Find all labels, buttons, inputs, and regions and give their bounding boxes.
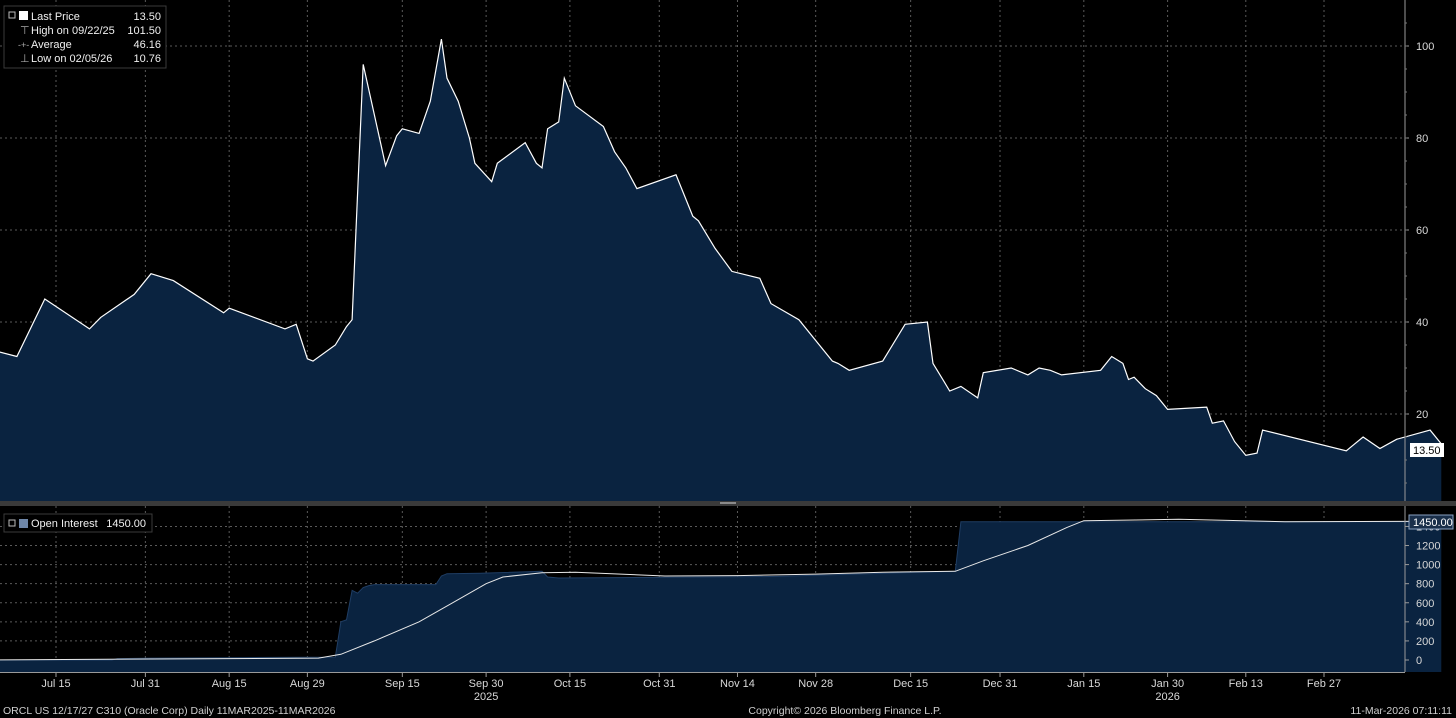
legend-average-label: Average <box>31 39 72 51</box>
legend-last-price-value: 13.50 <box>133 11 161 23</box>
x-tick-label: Jul 15 <box>41 678 70 690</box>
open-interest-line <box>0 521 1442 661</box>
oi-legend-box <box>3 513 153 533</box>
legend-high-value: 101.50 <box>127 25 161 37</box>
price-y-tick-label: 100 <box>1416 41 1434 53</box>
oi-tag-box <box>1408 514 1454 530</box>
oi-collapse-icon[interactable] <box>8 519 16 527</box>
low-marker-icon: ⊥ <box>20 53 30 65</box>
footer-copyright: Copyright© 2026 Bloomberg Finance L.P. <box>748 705 941 717</box>
footer-security-description: ORCL US 12/17/27 C310 (Oracle Corp) Dail… <box>3 705 336 717</box>
x-year-label: 2025 <box>474 691 498 703</box>
oi-y-tick-label: 200 <box>1416 636 1434 648</box>
oi-y-tick-label: 800 <box>1416 579 1434 591</box>
x-tick-label: Oct 15 <box>554 678 586 690</box>
average-marker-icon: -+- <box>18 40 29 50</box>
x-tick-label: Aug 29 <box>290 678 325 690</box>
price-line <box>0 38 1442 457</box>
price-legend[interactable]: Last Price 13.50 ⊤ High on 09/22/25 101.… <box>3 5 167 69</box>
legend-low-value: 10.76 <box>133 53 161 65</box>
oi-y-tick-label: 600 <box>1416 598 1434 610</box>
x-tick-label: Nov 14 <box>720 678 755 690</box>
price-tag-box <box>1410 443 1444 457</box>
x-year-label: 2026 <box>1155 691 1179 703</box>
collapse-icon[interactable] <box>8 11 16 19</box>
oi-y-tick-label: 1200 <box>1416 541 1440 553</box>
open-interest-average-line <box>0 518 1442 661</box>
x-tick-label: Aug 15 <box>212 678 247 690</box>
panel-divider-handle[interactable] <box>720 502 736 504</box>
price-y-ticks: 20 40 60 80 100 <box>1405 22 1434 484</box>
x-tick-label: Feb 27 <box>1307 678 1341 690</box>
oi-tag-text: 1450.00 <box>1413 517 1453 529</box>
x-tick-label: Sep 30 <box>469 678 504 690</box>
legend-open-interest-value: 1450.00 <box>106 518 146 530</box>
price-area <box>0 39 1442 501</box>
legend-open-interest-label: Open Interest <box>31 518 98 530</box>
oi-y-tick-label: 400 <box>1416 617 1434 629</box>
x-tick-label: Feb 13 <box>1229 678 1263 690</box>
price-y-tick-label: 20 <box>1416 409 1428 421</box>
legend-average-value: 46.16 <box>133 39 161 51</box>
x-tick-label: Jul 31 <box>131 678 160 690</box>
oi-y-tick-label: 1000 <box>1416 560 1440 572</box>
price-last-value-tag: 13.50 <box>1410 443 1444 457</box>
last-price-swatch-icon <box>19 11 28 20</box>
open-interest-last-value-tag: 1450.00 <box>1408 514 1454 530</box>
x-tick-label: Dec 15 <box>893 678 928 690</box>
price-tag-text: 13.50 <box>1413 445 1441 457</box>
x-tick-label: Jan 15 <box>1067 678 1100 690</box>
open-interest-swatch-icon <box>19 519 28 528</box>
x-axis-ticks: Jul 15 Jul 31 Aug 15 Aug 29 Sep 15 Sep 30 Oct … <box>41 672 1341 703</box>
open-interest-legend[interactable]: Open Interest 1450.00 <box>3 513 153 533</box>
x-tick-label: Nov 28 <box>798 678 833 690</box>
oi-y-tick-label: 0 <box>1416 655 1422 667</box>
x-tick-label: Sep 15 <box>385 678 420 690</box>
open-interest-area <box>0 521 1442 672</box>
x-tick-label: Oct 31 <box>643 678 675 690</box>
footer-timestamp: 11-Mar-2026 07:11:11 <box>1350 705 1452 717</box>
legend-high-label: High on 09/22/25 <box>31 25 115 37</box>
legend-low-label: Low on 02/05/26 <box>31 53 112 65</box>
x-tick-label: Dec 31 <box>983 678 1018 690</box>
high-marker-icon: ⊤ <box>20 25 30 37</box>
price-legend-box <box>3 5 167 69</box>
legend-last-price-label: Last Price <box>31 11 80 23</box>
price-y-tick-label: 80 <box>1416 133 1428 145</box>
x-tick-label: Jan 30 <box>1151 678 1184 690</box>
price-y-tick-label: 40 <box>1416 317 1428 329</box>
price-y-tick-label: 60 <box>1416 225 1428 237</box>
